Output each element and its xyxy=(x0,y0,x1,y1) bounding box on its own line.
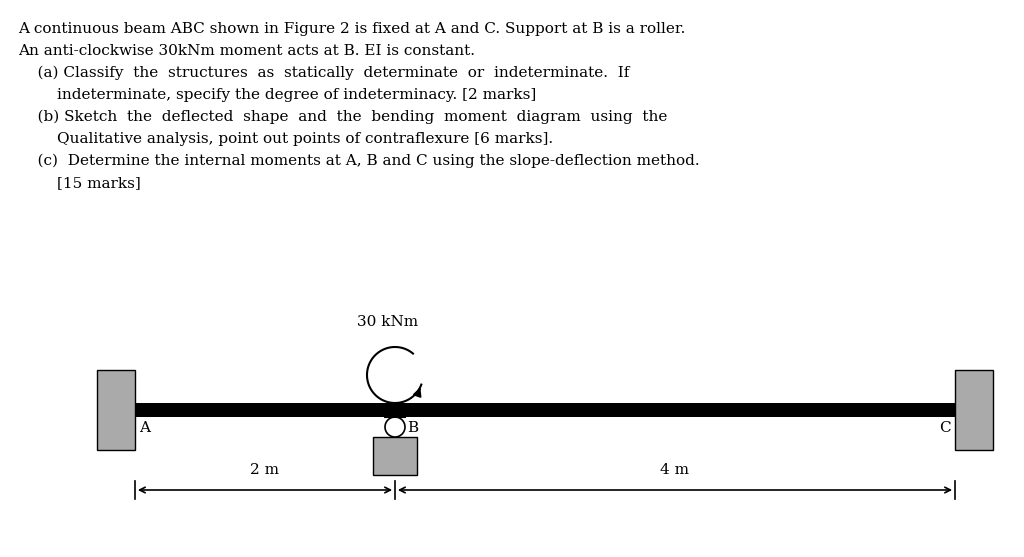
Text: indeterminate, specify the degree of indeterminacy. [2 marks]: indeterminate, specify the degree of ind… xyxy=(18,88,537,102)
Text: (a) Classify  the  structures  as  statically  determinate  or  indeterminate.  : (a) Classify the structures as staticall… xyxy=(18,66,630,80)
Circle shape xyxy=(385,417,406,437)
Text: (b) Sketch  the  deflected  shape  and  the  bending  moment  diagram  using  th: (b) Sketch the deflected shape and the b… xyxy=(18,110,668,124)
Text: C: C xyxy=(939,421,951,435)
Text: B: B xyxy=(407,421,418,435)
Text: A: A xyxy=(139,421,150,435)
Bar xyxy=(955,370,993,450)
Text: 30 kNm: 30 kNm xyxy=(357,315,418,329)
Bar xyxy=(97,370,135,450)
Bar xyxy=(135,403,955,417)
Bar xyxy=(373,437,417,475)
Text: An anti-clockwise 30kNm moment acts at B. EI is constant.: An anti-clockwise 30kNm moment acts at B… xyxy=(18,44,475,58)
Text: 4 m: 4 m xyxy=(660,463,689,477)
Text: (c)  Determine the internal moments at A, B and C using the slope-deflection met: (c) Determine the internal moments at A,… xyxy=(18,154,699,168)
Text: Qualitative analysis, point out points of contraflexure [6 marks].: Qualitative analysis, point out points o… xyxy=(18,132,553,146)
Text: [15 marks]: [15 marks] xyxy=(18,176,140,190)
Text: A continuous beam ABC shown in Figure 2 is fixed at A and C. Support at B is a r: A continuous beam ABC shown in Figure 2 … xyxy=(18,22,685,36)
Text: 2 m: 2 m xyxy=(251,463,280,477)
